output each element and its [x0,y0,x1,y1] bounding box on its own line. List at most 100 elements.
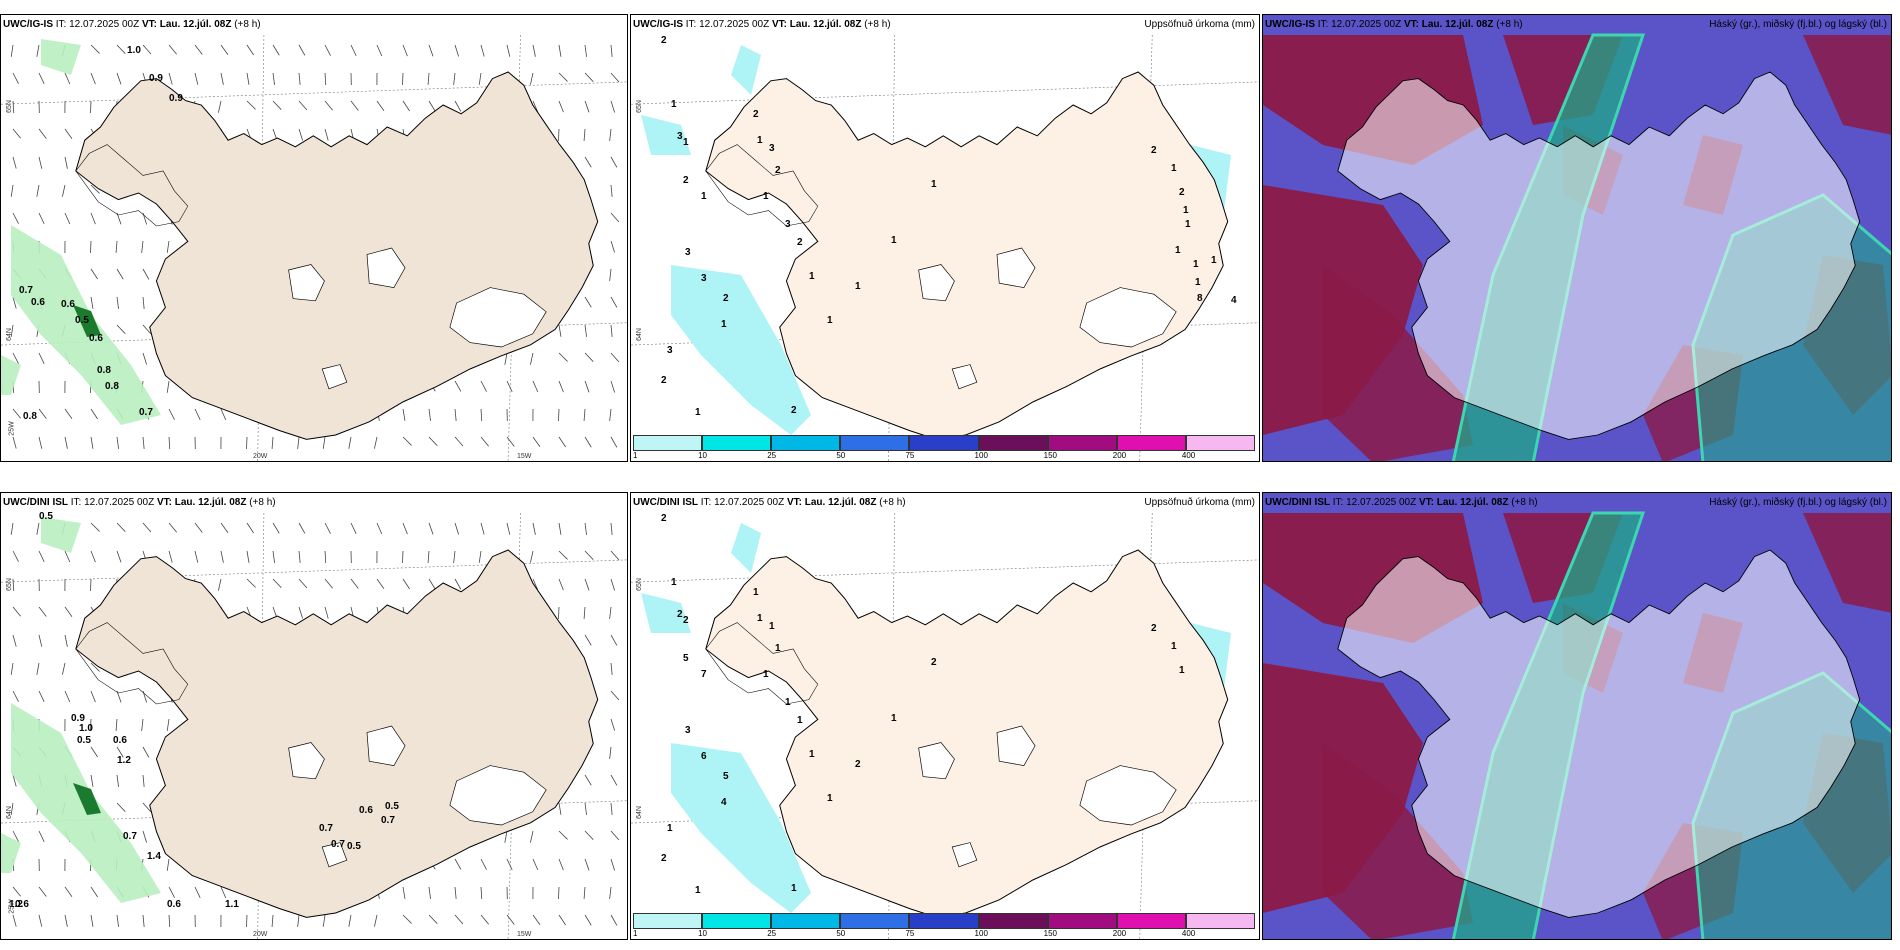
glacier [321,364,348,390]
value-label: 2 [1179,187,1185,198]
value-label: 2 [661,853,667,864]
value-label: 0.6 [15,899,29,910]
wind-gust-core [73,783,101,815]
westfjords-outline [75,144,189,227]
cloud-area [1323,743,1473,939]
iceland-coastline [1337,549,1861,918]
colorbar-tick: 400 [1181,929,1196,938]
map-panel-igis-wind: UWC/IG-IS IT: 12.07.2025 00Z VT: Lau. 12… [0,14,628,462]
value-label: 0.5 [385,801,399,812]
value-label: 2 [753,109,759,120]
panel-header: UWC/DINI ISL IT: 12.07.2025 00Z VT: Lau.… [3,497,276,508]
value-label: 5 [683,653,689,664]
colorbar-tick: 100 [974,451,988,460]
value-label: 3 [685,725,691,736]
colorbar-tick: 200 [1112,451,1127,460]
map-canvas [1263,15,1891,461]
map-panel-dini-precip: UWC/DINI ISL IT: 12.07.2025 00Z VT: Lau.… [630,492,1260,940]
colorbar-swatch [1185,913,1255,929]
glacier [321,842,348,868]
value-label: 2 [683,175,689,186]
value-label: 8 [1197,293,1203,304]
value-label: 1.4 [147,851,161,862]
model-name: UWC/DINI ISL [3,497,68,508]
panel-header: UWC/IG-IS IT: 12.07.2025 00Z VT: Lau. 12… [1265,19,1523,30]
valid-time: Lau. 12.júl. 08Z [174,497,250,508]
glacier [951,842,978,868]
init-time: IT: 12.07.2025 00Z [698,497,787,508]
colorbar-swatch [633,435,703,451]
valid-time-label: VT: [141,19,160,30]
colorbar-tick: 10 [698,929,708,938]
colorbar-swatch [1185,435,1255,451]
init-time: IT: 12.07.2025 00Z [1330,497,1419,508]
value-label: 1.2 [117,755,131,766]
glacier [288,264,325,302]
value-label: 1 [1195,277,1201,288]
value-label: 2 [931,657,937,668]
colorbar-tick: 400 [1181,451,1196,460]
colorbar-swatch [1116,435,1186,451]
map-panel-dini-cloud: UWC/DINI ISL IT: 12.07.2025 00Z VT: Lau.… [1262,492,1892,940]
colorbar-tick: 150 [1043,929,1058,938]
value-label: 0.5 [75,315,89,326]
value-label: 0.6 [89,333,103,344]
value-label: 0.5 [39,511,53,522]
colorbar-swatch [771,913,841,929]
value-label: 1 [671,99,677,110]
value-label: 1 [757,135,763,146]
value-label: 1 [671,577,677,588]
precip-area [641,115,691,155]
glacier [996,247,1036,288]
colorbar-swatch [909,435,979,451]
cloud-area [1803,513,1891,613]
value-label: 2 [1151,623,1157,634]
value-label: 1.1 [225,899,239,910]
value-label: 1 [769,621,775,632]
field-title: Háský (gr.), miðský (fj.bl.) og lágský (… [1709,19,1887,30]
value-label: 1 [695,885,701,896]
iceland-coastline [1337,71,1861,440]
value-label: 0.7 [381,815,395,826]
map-panel-igis-precip: UWC/IG-IS IT: 12.07.2025 00Z VT: Lau. 12… [630,14,1260,462]
colorbar-swatch [702,913,772,929]
value-label: 1.2 [9,899,23,910]
glacier [1079,765,1177,826]
valid-time: Lau. 12.júl. 08Z [804,497,880,508]
glacier [366,725,406,766]
map-canvas [1263,493,1891,939]
colorbar-swatch [702,435,772,451]
value-label: 1 [763,669,769,680]
iceland-coastline [75,71,599,440]
colorbar-tick: 50 [836,929,846,938]
value-label: 1 [1185,219,1191,230]
value-label: 2 [723,293,729,304]
precip-area [671,743,811,913]
model-name: UWC/IG-IS [633,19,683,30]
glacier [366,247,406,288]
precip-colorbar: 1 10 25 50 75 100 150 200 400 [633,913,1257,938]
value-label: 1 [1171,641,1177,652]
colorbar-tick: 200 [1112,929,1127,938]
value-label: 2 [683,615,689,626]
value-label: 5 [723,771,729,782]
panel-header: UWC/IG-IS IT: 12.07.2025 00Z VT: Lau. 12… [633,19,891,30]
glacier [288,742,325,780]
glacier [918,264,955,302]
value-label: 3 [685,247,691,258]
value-label: 0.8 [23,411,37,422]
value-label: 1 [667,823,673,834]
value-label: 1 [1171,163,1177,174]
value-label: 0.5 [77,735,91,746]
value-label: 2 [661,513,667,524]
colorbar-tick: 10 [698,451,708,460]
panel-header: UWC/IG-IS IT: 12.07.2025 00Z VT: Lau. 12… [3,19,261,30]
model-name: UWC/IG-IS [1265,19,1315,30]
value-label: 6 [701,751,707,762]
value-label: 1 [753,587,759,598]
colorbar-tick: 25 [767,929,777,938]
iceland-coastline [705,71,1229,440]
colorbar-swatch [840,913,910,929]
wind-gust-area [41,517,81,553]
value-label: 3 [677,131,683,142]
